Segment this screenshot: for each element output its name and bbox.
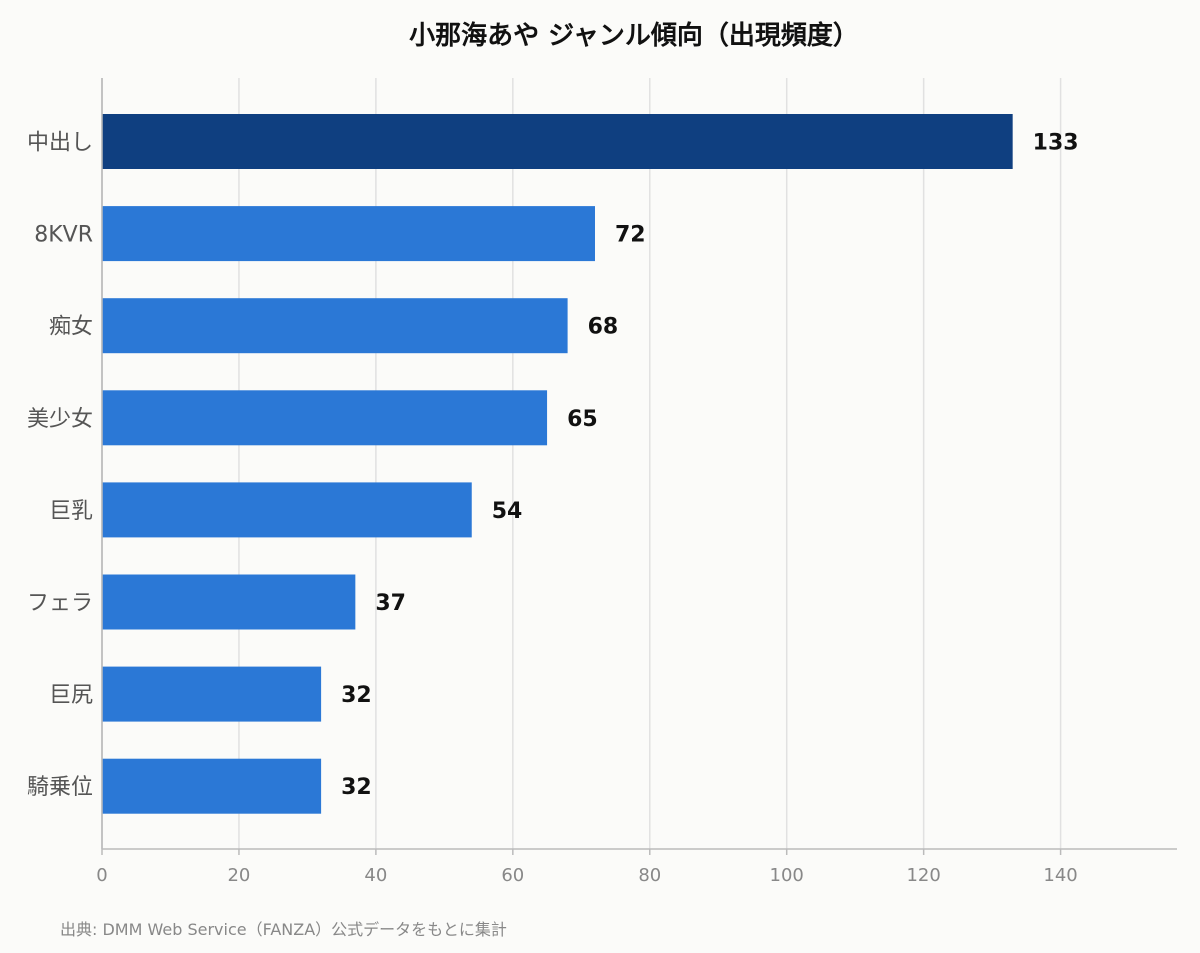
value-label-3: 65 [567,407,598,432]
category-label-5: フェラ [27,591,93,616]
value-label-7: 32 [341,775,372,800]
bar-4 [102,482,472,538]
x-tick-label-80: 80 [638,865,661,886]
x-tick-label-120: 120 [906,865,940,886]
category-label-6: 巨尻 [49,683,93,708]
bar-6 [102,666,322,722]
source-note: 出典: DMM Web Service（FANZA）公式データをもとに集計 [60,920,507,939]
x-axis: 0 20 40 60 80 100 120 140 [96,78,1177,886]
x-tick-label-0: 0 [96,865,107,886]
chart-title: 小那海あや ジャンル傾向（出現頻度） [409,20,859,51]
bar-3 [102,390,548,446]
bar-0 [102,114,1013,169]
bar-1 [102,206,595,262]
category-label-3: 美少女 [27,407,93,432]
x-tick-label-60: 60 [501,865,524,886]
x-tick-label-140: 140 [1043,865,1077,886]
x-tick-label-40: 40 [364,865,387,886]
x-tick-label-100: 100 [770,865,804,886]
category-label-0: 中出し [27,131,93,156]
value-label-1: 72 [615,223,646,248]
value-label-5: 37 [375,591,406,616]
category-label-1: 8KVR [34,223,93,248]
x-tick-label-20: 20 [227,865,250,886]
value-label-0: 133 [1033,131,1079,156]
bar-7 [102,758,322,814]
bar-2 [102,298,568,354]
category-label-4: 巨乳 [49,499,93,524]
category-label-2: 痴女 [49,315,93,340]
value-label-2: 68 [588,315,619,340]
value-label-4: 54 [492,499,523,524]
category-label-7: 騎乗位 [27,775,93,800]
bar-5 [102,574,356,630]
value-label-6: 32 [341,683,372,708]
bars [102,114,1013,814]
value-labels: 133 72 68 65 54 37 32 32 [341,131,1078,801]
